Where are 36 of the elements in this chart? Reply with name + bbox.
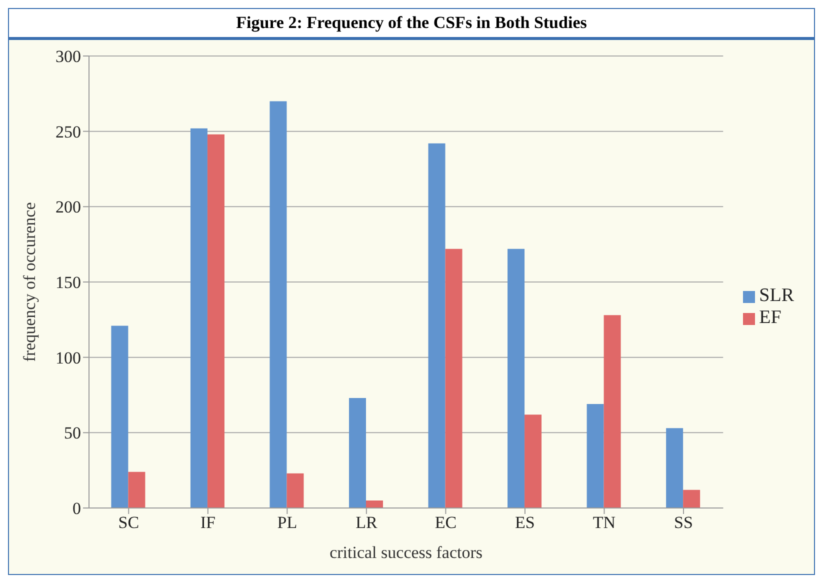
y-tick-label: 300 xyxy=(56,47,81,66)
bar xyxy=(524,414,542,508)
x-tick-label: PL xyxy=(277,513,298,532)
y-tick-label: 150 xyxy=(56,273,81,292)
y-tick-label: 200 xyxy=(56,198,81,217)
y-tick-label: 250 xyxy=(56,122,81,142)
bar xyxy=(445,248,462,508)
bar xyxy=(190,128,208,508)
bar xyxy=(683,490,700,508)
bar xyxy=(128,472,146,508)
bar xyxy=(207,134,224,508)
x-tick-label: ES xyxy=(515,513,535,532)
bar xyxy=(366,500,383,508)
y-tick-label: 0 xyxy=(72,499,81,518)
x-tick-label: SS xyxy=(674,513,693,532)
bar xyxy=(270,101,287,508)
legend-label: EF xyxy=(759,307,782,328)
bar xyxy=(586,404,604,508)
bar xyxy=(428,143,446,508)
x-tick-label: EC xyxy=(434,513,457,532)
x-tick-label: TN xyxy=(592,513,616,532)
bar xyxy=(604,315,621,508)
bar xyxy=(349,398,366,508)
bar xyxy=(111,326,128,508)
x-tick-label: IF xyxy=(200,513,216,532)
x-tick-label: LR xyxy=(356,513,378,532)
chart-title: Figure 2: Frequency of the CSFs in Both Studies xyxy=(9,9,814,40)
bar xyxy=(508,248,525,508)
bar xyxy=(286,473,304,508)
x-tick-label: SC xyxy=(118,513,140,532)
bar xyxy=(666,428,684,508)
y-axis-title: frequency of occurence xyxy=(20,202,40,362)
x-axis-title: critical success factors xyxy=(330,543,483,562)
legend-label: SLR xyxy=(759,285,794,306)
y-tick-label: 50 xyxy=(64,424,81,443)
y-tick-label: 100 xyxy=(56,348,81,368)
